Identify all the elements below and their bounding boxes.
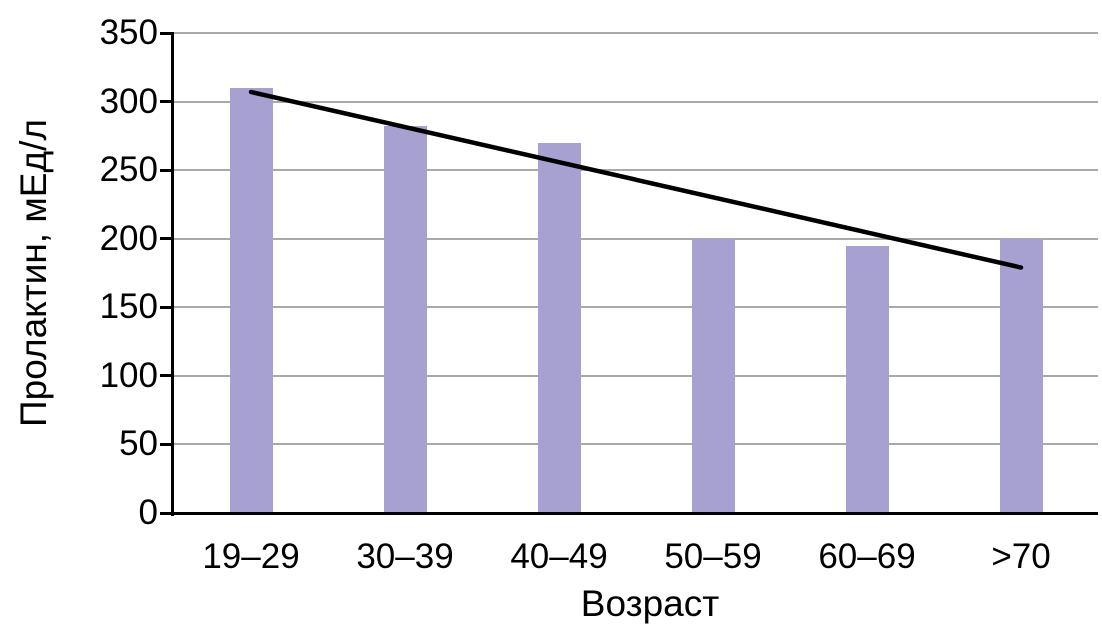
- gridline-y-100: [174, 374, 1098, 377]
- y-tick-label-300: 300: [99, 81, 158, 121]
- bar-19–29: [229, 87, 273, 513]
- gridline-y-150: [174, 306, 1098, 309]
- gridline-y-200: [174, 237, 1098, 240]
- plot-area: [160, 31, 1098, 516]
- trend-line: [248, 89, 1024, 270]
- bar-60–69: [845, 245, 889, 513]
- bar-50–59: [691, 238, 735, 513]
- gridline-y-350: [174, 32, 1098, 34]
- x-tick-label-50–59: 50–59: [664, 537, 762, 576]
- y-tick-label-100: 100: [99, 355, 158, 395]
- gridline-y-300: [174, 100, 1098, 103]
- y-tick-label-250: 250: [99, 150, 158, 190]
- y-tick-label-200: 200: [99, 218, 158, 258]
- y-axis-line: [171, 33, 174, 516]
- bar-40–49: [537, 142, 581, 513]
- x-axis-line: [171, 511, 1098, 515]
- y-tick-label-350: 350: [99, 13, 158, 52]
- y-tick-label-0: 0: [138, 493, 158, 532]
- y-tick-mark-150: [160, 305, 174, 309]
- y-tick-label-50: 50: [119, 424, 158, 464]
- y-tick-mark-300: [160, 100, 174, 104]
- x-tick-label-60–69: 60–69: [818, 537, 916, 576]
- x-tick-label-40–49: 40–49: [510, 537, 608, 576]
- y-tick-label-150: 150: [99, 287, 158, 327]
- y-tick-mark-50: [160, 442, 174, 446]
- x-tick-label->70: >70: [991, 537, 1051, 576]
- y-tick-mark-250: [160, 168, 174, 172]
- y-tick-mark-0: [160, 511, 174, 515]
- gridline-y-50: [174, 443, 1098, 446]
- y-tick-mark-100: [160, 374, 174, 378]
- y-tick-mark-200: [160, 237, 174, 241]
- x-tick-label-19–29: 19–29: [202, 537, 300, 576]
- x-tick-label-30–39: 30–39: [356, 537, 454, 576]
- y-tick-mark-350: [160, 31, 174, 35]
- bar->70: [999, 238, 1043, 513]
- bar-30–39: [383, 126, 427, 513]
- x-axis-title: Возраст: [580, 583, 720, 624]
- gridline-y-250: [174, 169, 1098, 172]
- trend-line-layer: [248, 89, 1024, 270]
